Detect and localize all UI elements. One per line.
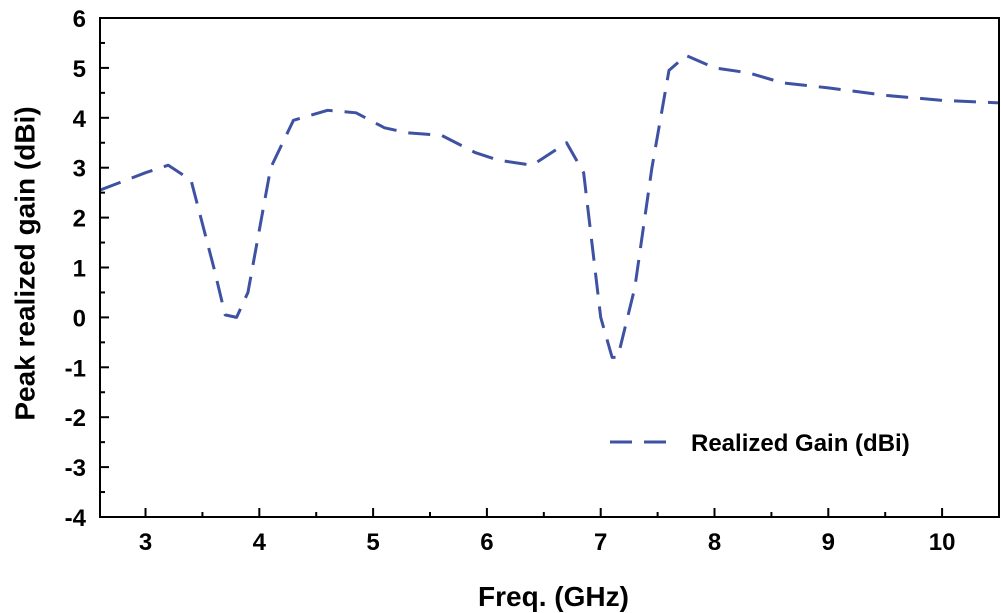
- series-layer: [100, 53, 999, 359]
- y-tick-label: 1: [73, 256, 86, 283]
- legend: Realized Gain (dBi): [610, 430, 910, 457]
- y-tick-label: 0: [73, 305, 86, 332]
- y-tick-labels: 6 5 4 3 2 1 0 -1 -2 -3 -4: [65, 6, 87, 532]
- x-tick-label: 3: [139, 529, 152, 556]
- y-tick-label: -4: [65, 505, 87, 532]
- y-tick-label: 6: [73, 6, 86, 33]
- y-tick-label: -2: [65, 405, 86, 432]
- x-tick-label: 5: [366, 529, 379, 556]
- y-axis-title: Peak realized gain (dBi): [9, 106, 40, 420]
- series-line-0: [100, 53, 999, 359]
- y-tick-label: 5: [73, 56, 86, 83]
- x-axis-title: Freq. (GHz): [478, 581, 629, 612]
- y-tick-label: 4: [73, 106, 87, 133]
- y-tick-label: 2: [73, 206, 86, 233]
- x-tick-label: 4: [253, 529, 267, 556]
- y-tick-label: -3: [65, 455, 86, 482]
- legend-label: Realized Gain (dBi): [691, 430, 910, 457]
- x-tick-label: 7: [594, 529, 607, 556]
- x-tick-label: 8: [708, 529, 721, 556]
- y-tick-label: 3: [73, 156, 86, 183]
- x-tick-labels: 3 4 5 6 7 8 9 10: [139, 529, 956, 556]
- plot-frame: [99, 17, 1000, 518]
- x-tick-label: 6: [480, 529, 493, 556]
- x-tick-label: 10: [929, 529, 956, 556]
- y-tick-label: -1: [65, 355, 86, 382]
- x-tick-label: 9: [822, 529, 835, 556]
